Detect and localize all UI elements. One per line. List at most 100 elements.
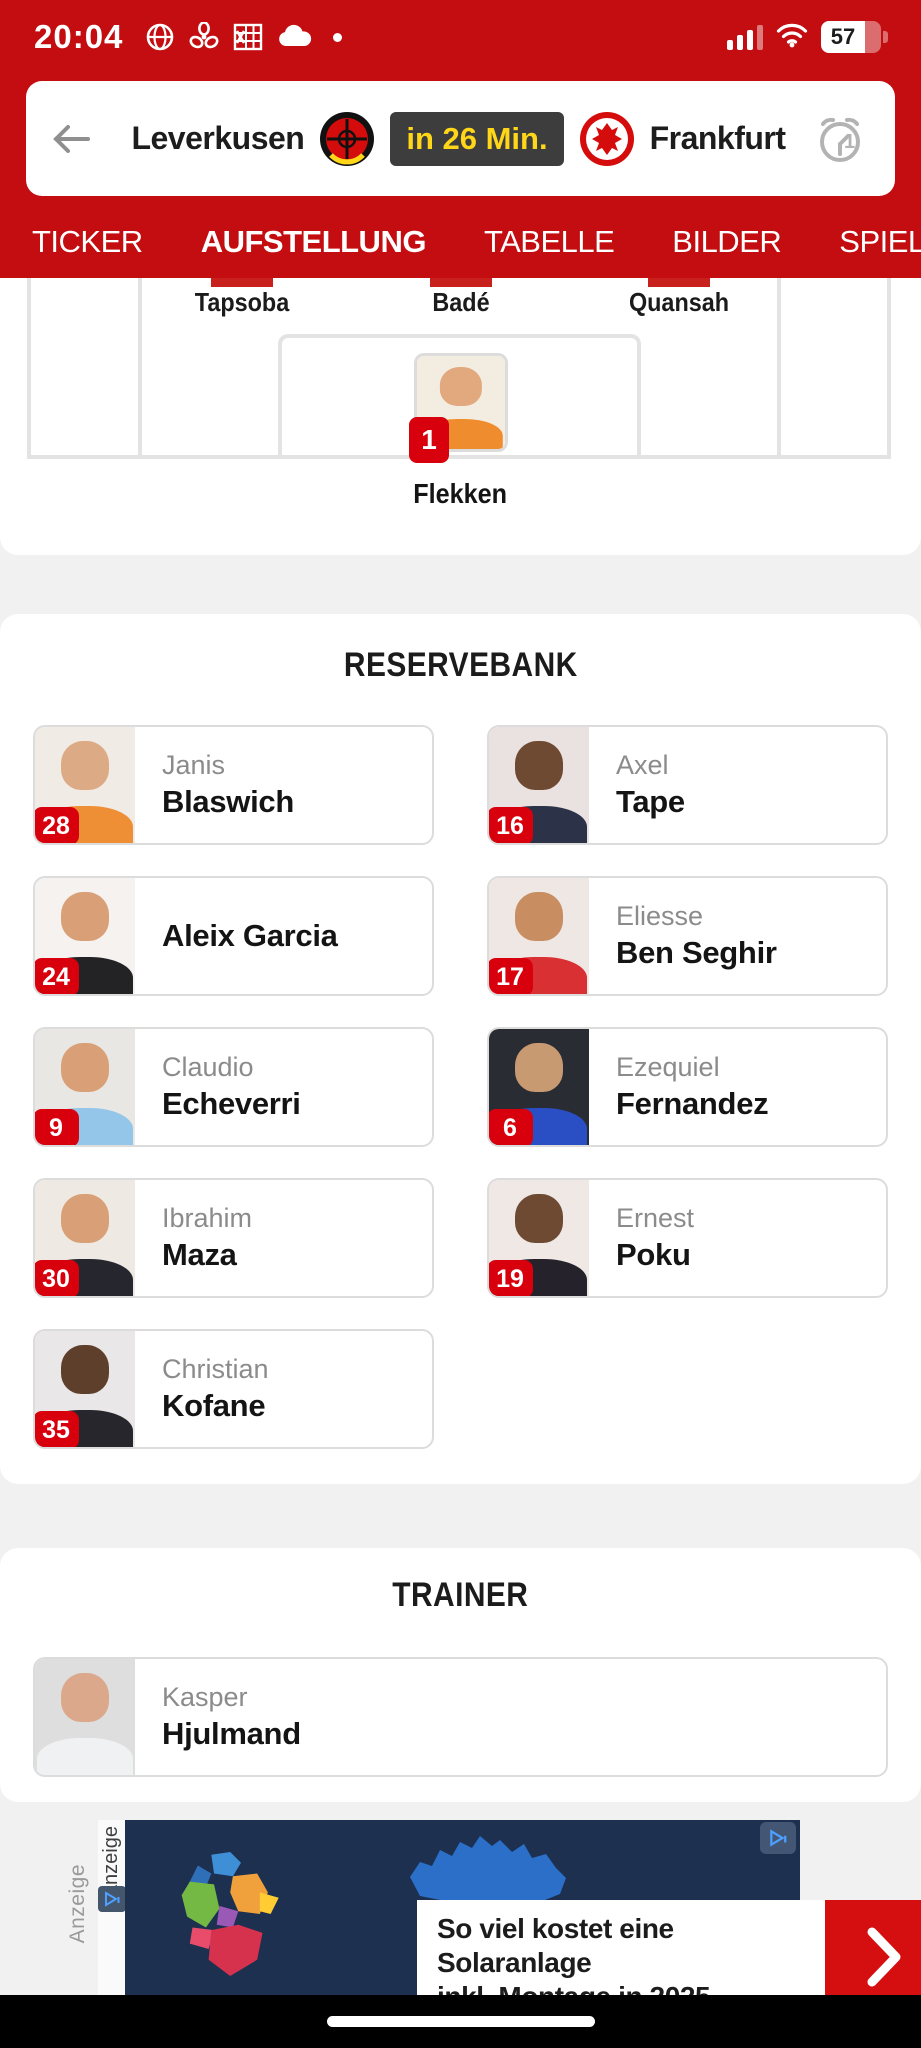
pitch-player-bade[interactable]: Badé — [432, 287, 490, 317]
germany-silhouette-graphic — [410, 1836, 566, 1906]
player-last-name: Ben Seghir — [616, 935, 777, 970]
player-number-badge: 24 — [35, 958, 79, 994]
adchoices-icon[interactable] — [760, 1822, 796, 1854]
player-last-name: Tape — [616, 784, 685, 819]
germany-map-graphic — [181, 1852, 279, 1976]
trainer-last-name: Hjulmand — [162, 1716, 301, 1751]
pitch-player-tapsoba[interactable]: Tapsoba — [194, 287, 290, 317]
ad-label-outer: Anzeige — [66, 1864, 89, 1944]
home-indicator[interactable] — [326, 2016, 595, 2027]
bench-section-title: RESERVEBANK — [343, 646, 578, 684]
dot-icon — [333, 32, 343, 42]
tab-bilder[interactable]: BILDER — [672, 223, 782, 259]
player-number-badge: 17 — [489, 958, 533, 994]
tab-spielinfo[interactable]: SPIELINFO — [839, 223, 921, 259]
player-first-name: Christian — [162, 1354, 269, 1384]
player-last-name: Kofane — [162, 1388, 266, 1423]
arrow-left-icon — [53, 124, 90, 153]
player-first-name: Janis — [162, 750, 226, 780]
player-first-name: Ezequiel — [616, 1052, 720, 1082]
match-header: Leverkusen in 26 Min. Frankfurt 1 — [0, 74, 921, 205]
bench-player-card[interactable]: Axel Tape 16 — [487, 725, 888, 845]
goalkeeper-card[interactable]: 1 — [409, 353, 508, 463]
system-bottom-bar — [0, 1995, 921, 2048]
ad-label-strip: Anzeige — [98, 1820, 126, 1995]
ad-zone: Anzeige Anzeige So viel k — [0, 1802, 921, 2044]
globe-icon — [145, 22, 175, 52]
clock: 20:04 — [34, 18, 124, 55]
bench-player-card[interactable]: Claudio Echeverri 9 — [33, 1027, 434, 1147]
ad-cta-button[interactable] — [825, 1900, 921, 2013]
battery-percent: 57 — [830, 24, 856, 49]
player-number-badge: 16 — [489, 807, 533, 843]
player-number-badge: 6 — [489, 1109, 533, 1145]
wifi-icon — [775, 22, 809, 53]
pitch-sideline-left — [27, 278, 31, 459]
bench-player-card[interactable]: Ezequiel Fernandez 6 — [487, 1027, 888, 1147]
tab-bar: TICKER AUFSTELLUNG TABELLE BILDER SPIELI… — [0, 205, 921, 278]
adchoices-icon[interactable] — [98, 1886, 126, 1912]
bench-grid: Janis Blaswich 28 Axel Tape 16 Aleix Gar… — [0, 725, 921, 1449]
player-photo-cutoff — [430, 278, 492, 287]
bench-player-card[interactable]: Christian Kofane 35 — [33, 1329, 434, 1449]
trainer-first-name: Kasper — [162, 1682, 248, 1712]
player-last-name: Echeverri — [162, 1086, 301, 1121]
trainer-card[interactable]: Kasper Hjulmand — [33, 1657, 888, 1777]
player-first-name: Claudio — [162, 1052, 254, 1082]
player-first-name: Axel — [616, 750, 669, 780]
player-number-badge: 19 — [489, 1260, 533, 1296]
player-first-name: Ernest — [616, 1203, 695, 1233]
bench-player-card[interactable]: Ernest Poku 19 — [487, 1178, 888, 1298]
player-last-name: Poku — [616, 1237, 691, 1272]
tab-aufstellung[interactable]: AUFSTELLUNG — [200, 223, 427, 259]
player-last-name: Aleix Garcia — [162, 918, 338, 953]
match-title: Leverkusen in 26 Min. Frankfurt — [108, 111, 809, 167]
trainer-section-title: TRAINER — [392, 1576, 529, 1614]
penalty-box-line-left — [138, 278, 142, 459]
player-last-name: Fernandez — [616, 1086, 769, 1121]
player-first-name: Eliesse — [616, 901, 704, 931]
player-photo-cutoff — [211, 278, 273, 287]
player-last-name: Maza — [162, 1237, 237, 1272]
pitch-player-quansah[interactable]: Quansah — [628, 287, 730, 317]
bench-player-card[interactable]: Janis Blaswich 28 — [33, 725, 434, 845]
goalkeeper-name: Flekken — [413, 478, 508, 509]
notification-icons — [145, 22, 727, 52]
status-bar: 20:04 57 — [0, 0, 921, 74]
pitch-sideline-right — [887, 278, 891, 459]
spreadsheet-icon — [233, 23, 263, 51]
alarm-clock-icon: 1 — [820, 117, 860, 162]
formation-pitch: Tapsoba Badé Quansah 1 Flekken — [0, 278, 921, 555]
player-number-badge: 28 — [35, 807, 79, 843]
bench-player-card[interactable]: Eliesse Ben Seghir 17 — [487, 876, 888, 996]
away-team-name: Frankfurt — [649, 120, 786, 156]
goal-line — [27, 455, 891, 459]
match-reminder-button[interactable]: 1 — [809, 110, 869, 168]
bench-player-card[interactable]: Ibrahim Maza 30 — [33, 1178, 434, 1298]
signal-icon — [727, 24, 763, 50]
player-last-name: Blaswich — [162, 784, 294, 819]
fan-icon — [189, 22, 219, 52]
player-number-badge: 9 — [35, 1109, 79, 1145]
tab-tabelle[interactable]: TABELLE — [483, 223, 615, 259]
player-first-name: Ibrahim — [162, 1203, 253, 1233]
battery-icon: 57 — [821, 21, 888, 53]
penalty-box-line-right — [777, 278, 781, 459]
bench-player-card[interactable]: Aleix Garcia 24 — [33, 876, 434, 996]
trainer-photo — [35, 1659, 135, 1775]
ad-headline-line1: So viel kostet eine Solaranlage — [437, 1913, 674, 1978]
ad-banner[interactable]: So viel kostet eine Solaranlage inkl. Mo… — [125, 1820, 921, 2044]
tab-ticker[interactable]: TICKER — [32, 223, 143, 259]
cloud-icon — [277, 24, 313, 50]
bench-section: RESERVEBANK Janis Blaswich 28 Axel Tape … — [0, 614, 921, 1484]
trainer-section: TRAINER Kasper Hjulmand — [0, 1548, 921, 1802]
kickoff-countdown-badge: in 26 Min. — [390, 111, 564, 166]
frankfurt-crest-icon — [579, 111, 635, 167]
back-button[interactable] — [52, 123, 108, 155]
chevron-right-icon — [867, 1927, 900, 1986]
player-number-badge: 35 — [35, 1411, 79, 1447]
player-photo-cutoff — [648, 278, 710, 287]
goalkeeper-number-badge: 1 — [409, 417, 449, 463]
player-number-badge: 30 — [35, 1260, 79, 1296]
